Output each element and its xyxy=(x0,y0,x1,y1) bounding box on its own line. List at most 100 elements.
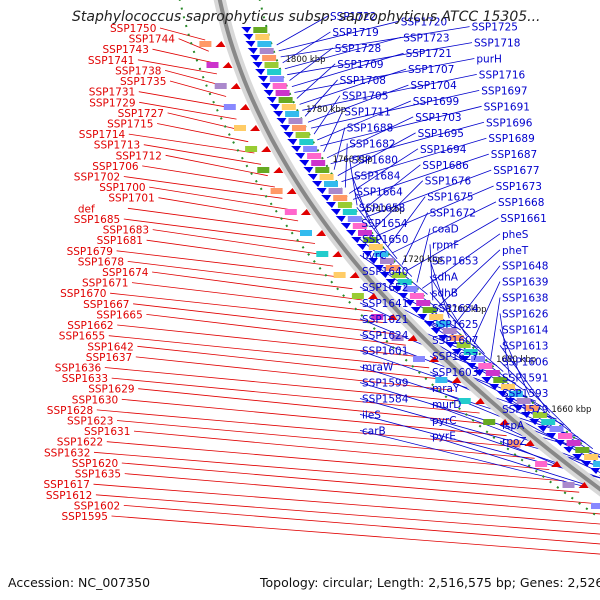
left-gene-label: SSP1631 xyxy=(84,426,130,438)
left-gene-label: SSP1744 xyxy=(129,34,176,46)
right-gene-label: SSP1627 xyxy=(432,351,478,363)
forward-feature-block xyxy=(316,251,329,257)
reverse-feature-block xyxy=(391,272,406,278)
reverse-feature-block xyxy=(584,454,599,460)
reverse-feature-glyph xyxy=(295,153,306,159)
right-leader-line xyxy=(365,169,492,218)
reverse-feature-block xyxy=(328,188,343,194)
right-gene-label: SSP1599 xyxy=(362,378,408,390)
feature-tracks xyxy=(199,27,600,509)
right-leader-line xyxy=(401,212,428,265)
left-gene-label: SSP1667 xyxy=(83,299,129,311)
forward-feature-glyph xyxy=(524,440,535,446)
reverse-feature-block xyxy=(416,300,431,306)
right-leader-line xyxy=(287,42,473,76)
right-gene-label: SSP1672 xyxy=(430,208,476,220)
scale-tick-label: 1780 kbp xyxy=(306,105,346,115)
reverse-feature-glyph xyxy=(397,293,408,299)
reverse-feature-glyph xyxy=(279,125,290,131)
left-leader-line xyxy=(146,239,334,267)
left-gene-label: SSP1665 xyxy=(96,309,142,321)
reverse-feature-glyph xyxy=(563,447,574,453)
left-gene-label: SSP1628 xyxy=(47,405,93,417)
left-leader-line xyxy=(152,229,324,256)
left-gene-label: SSP1655 xyxy=(59,331,105,343)
right-gene-labels: SSP1722 SSP1720 SSP1725 SSP1719 SSP1723 SSP17… xyxy=(330,11,549,448)
left-leader-line xyxy=(128,133,255,154)
left-leader-line xyxy=(152,48,213,63)
left-leader-line xyxy=(135,356,454,391)
left-gene-label: SSP1678 xyxy=(78,256,124,268)
reverse-feature-glyph xyxy=(512,405,523,411)
reverse-feature-block xyxy=(449,335,464,341)
left-leader-line xyxy=(149,186,291,210)
right-gene-label: pheS xyxy=(502,229,529,241)
right-gene-label: mraW xyxy=(362,362,394,374)
reverse-feature-glyph xyxy=(255,69,266,75)
reverse-feature-block xyxy=(333,195,348,201)
reverse-feature-glyph xyxy=(252,62,263,68)
reverse-feature-glyph xyxy=(362,251,373,257)
left-gene-label: SSP1632 xyxy=(44,447,90,459)
right-gene-label: SSP1579 xyxy=(502,404,548,416)
left-leader-line xyxy=(127,207,307,233)
forward-feature-glyph xyxy=(474,398,485,404)
reverse-feature-block xyxy=(319,174,334,180)
left-leader-line xyxy=(137,59,217,75)
left-gene-label: SSP1750 xyxy=(110,23,156,35)
right-gene-label: SSP1721 xyxy=(406,48,452,60)
reverse-feature-glyph xyxy=(537,426,548,432)
left-leader-line xyxy=(164,70,222,86)
left-leader-line xyxy=(169,80,227,97)
left-gene-label: SSP1701 xyxy=(108,193,154,205)
left-gene-label: SSP1741 xyxy=(88,55,134,67)
reverse-feature-block xyxy=(337,202,352,208)
left-gene-labels: SSP1750SSP1744SSP1743SSP1741SSP1738SSP17… xyxy=(44,23,176,523)
right-leader-line xyxy=(349,159,358,206)
left-gene-label: SSP1727 xyxy=(118,108,164,120)
left-gene-label: SSP1635 xyxy=(75,469,121,481)
right-gene-label: SSP1720 xyxy=(401,16,447,28)
right-leader-line xyxy=(317,100,411,141)
right-gene-label: SSP1704 xyxy=(410,80,457,92)
reverse-feature-block xyxy=(267,69,282,75)
forward-feature-block xyxy=(413,356,425,362)
left-gene-label: SSP1612 xyxy=(46,490,92,502)
right-gene-label: SSP1607 xyxy=(432,335,478,347)
forward-feature-block xyxy=(535,461,548,467)
left-leader-line xyxy=(146,314,406,346)
reverse-feature-block xyxy=(429,314,444,320)
forward-feature-block xyxy=(234,125,246,131)
left-leader-line xyxy=(93,483,600,525)
right-leader-line xyxy=(373,180,424,230)
right-gene-label: coaD xyxy=(432,224,459,236)
forward-feature-block xyxy=(199,41,212,47)
left-gene-label: SSP1674 xyxy=(102,267,149,279)
left-gene-label: SSP1731 xyxy=(89,87,135,99)
right-gene-label: SSP1661 xyxy=(500,213,546,225)
reverse-feature-glyph xyxy=(247,48,258,54)
reverse-feature-glyph xyxy=(581,461,592,467)
right-gene-label: SSP1695 xyxy=(418,128,464,140)
reverse-feature-glyph xyxy=(481,377,492,383)
scale-ticks: 1800 kbp 1780 kbp 1760 kbp 1740 kbp 1720 kbp… xyxy=(286,55,592,415)
left-gene-label: SSP1738 xyxy=(115,65,161,77)
scale-tick-label: 1760 kbp xyxy=(333,155,373,165)
reverse-feature-block xyxy=(278,97,293,103)
reverse-feature-glyph xyxy=(257,76,268,82)
reverse-feature-block xyxy=(501,384,515,390)
left-leader-line xyxy=(111,515,600,555)
forward-feature-block xyxy=(223,104,236,110)
left-gene-label: SSP1700 xyxy=(99,182,145,194)
forward-feature-block xyxy=(483,419,496,425)
reverse-feature-glyph xyxy=(346,230,357,236)
right-gene-label: SSP1707 xyxy=(408,64,454,76)
map-title: Staphylococcus saprophyticus subsp. sapr… xyxy=(72,9,541,25)
forward-feature-glyph xyxy=(222,62,233,68)
right-gene-label: SSP1686 xyxy=(422,160,469,172)
left-leader-line xyxy=(133,303,395,335)
right-leader-line xyxy=(307,84,409,123)
forward-feature-glyph xyxy=(286,188,297,194)
forward-feature-glyph xyxy=(300,209,311,215)
reverse-feature-glyph xyxy=(307,174,318,180)
